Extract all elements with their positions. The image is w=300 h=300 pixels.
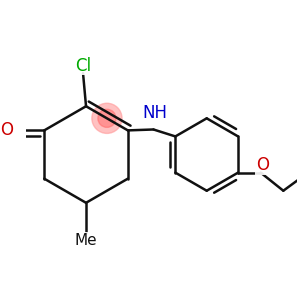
Text: O: O <box>0 122 13 140</box>
Text: Me: Me <box>75 233 97 248</box>
Circle shape <box>98 109 116 128</box>
Text: O: O <box>256 156 269 174</box>
Circle shape <box>92 103 122 134</box>
Text: NH: NH <box>142 104 167 122</box>
Text: Cl: Cl <box>75 56 91 74</box>
